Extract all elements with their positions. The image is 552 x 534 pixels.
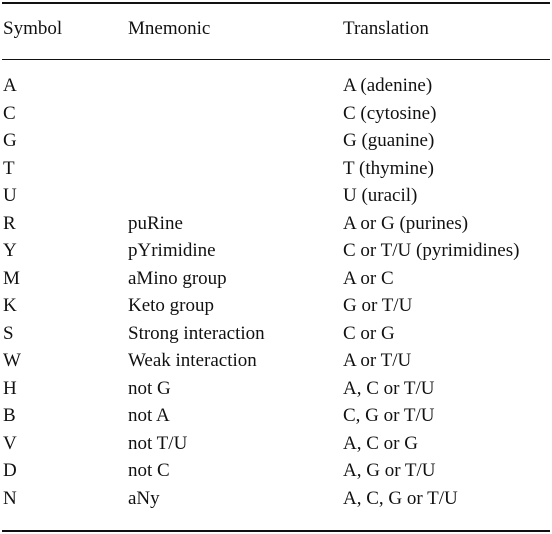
cell-symbol: N: [3, 487, 17, 509]
cell-translation: A, G or T/U: [343, 460, 436, 481]
cell-symbol: W: [3, 350, 21, 371]
cell-mnemonic: pYrimidine: [128, 240, 216, 261]
table-row: K Keto group G or T/U: [0, 292, 552, 320]
cell-symbol: K: [3, 295, 17, 316]
cell-translation: G (guanine): [343, 130, 435, 151]
cell-symbol: V: [3, 432, 17, 454]
cell-translation: A, C or T/U: [343, 377, 435, 399]
cell-symbol: R: [3, 212, 16, 234]
table-row: U U (uracil): [0, 182, 552, 210]
cell-mnemonic: Keto group: [128, 295, 215, 316]
cell-mnemonic: Strong interaction: [128, 322, 265, 344]
table-row: A A (adenine): [0, 72, 552, 100]
header-translation: Translation: [343, 18, 429, 39]
cell-translation: A or C: [343, 267, 394, 289]
cell-symbol: D: [3, 460, 17, 481]
cell-translation: T (thymine): [343, 157, 434, 179]
table-header-rule: [2, 59, 550, 61]
cell-translation: A (adenine): [343, 75, 433, 96]
cell-mnemonic: aMino group: [128, 267, 227, 289]
cell-translation: A or T/U: [343, 350, 412, 371]
table-bottom-rule: [2, 530, 550, 532]
cell-mnemonic: not A: [128, 405, 170, 426]
cell-mnemonic: not C: [128, 460, 170, 481]
cell-symbol: C: [3, 102, 16, 124]
cell-symbol: H: [3, 377, 17, 399]
cell-symbol: M: [3, 267, 20, 289]
header-symbol: Symbol: [3, 18, 63, 39]
cell-translation: A or G (purines): [343, 212, 469, 234]
cell-mnemonic: Weak interaction: [128, 350, 257, 371]
cell-mnemonic: puRine: [128, 212, 183, 234]
cell-translation: C or G: [343, 322, 395, 344]
cell-symbol: U: [3, 185, 17, 206]
cell-symbol: G: [3, 130, 17, 151]
table-row: S Strong interaction C or G: [0, 320, 552, 348]
table-row: T T (thymine): [0, 155, 552, 183]
cell-mnemonic: not T/U: [128, 432, 188, 454]
table-header-row: Symbol Mnemonic Translation: [0, 15, 552, 43]
header-mnemonic: Mnemonic: [128, 18, 211, 39]
cell-symbol: S: [3, 322, 14, 344]
cell-symbol: A: [3, 75, 17, 96]
cell-translation: A, C or G: [343, 432, 418, 454]
cell-symbol: B: [3, 405, 16, 426]
cell-translation: C, G or T/U: [343, 405, 435, 426]
table-top-rule: [2, 2, 550, 4]
cell-translation: A, C, G or T/U: [343, 487, 458, 509]
table-row: W Weak interaction A or T/U: [0, 347, 552, 375]
cell-translation: C or T/U (pyrimidines): [343, 240, 520, 261]
cell-translation: U (uracil): [343, 185, 418, 206]
cell-symbol: T: [3, 157, 15, 179]
cell-translation: C (cytosine): [343, 102, 437, 124]
cell-mnemonic: aNy: [128, 487, 160, 509]
table-row: C C (cytosine): [0, 100, 552, 128]
table-row: G G (guanine): [0, 127, 552, 155]
cell-symbol: Y: [3, 240, 17, 261]
cell-translation: G or T/U: [343, 295, 413, 316]
cell-mnemonic: not G: [128, 377, 171, 399]
